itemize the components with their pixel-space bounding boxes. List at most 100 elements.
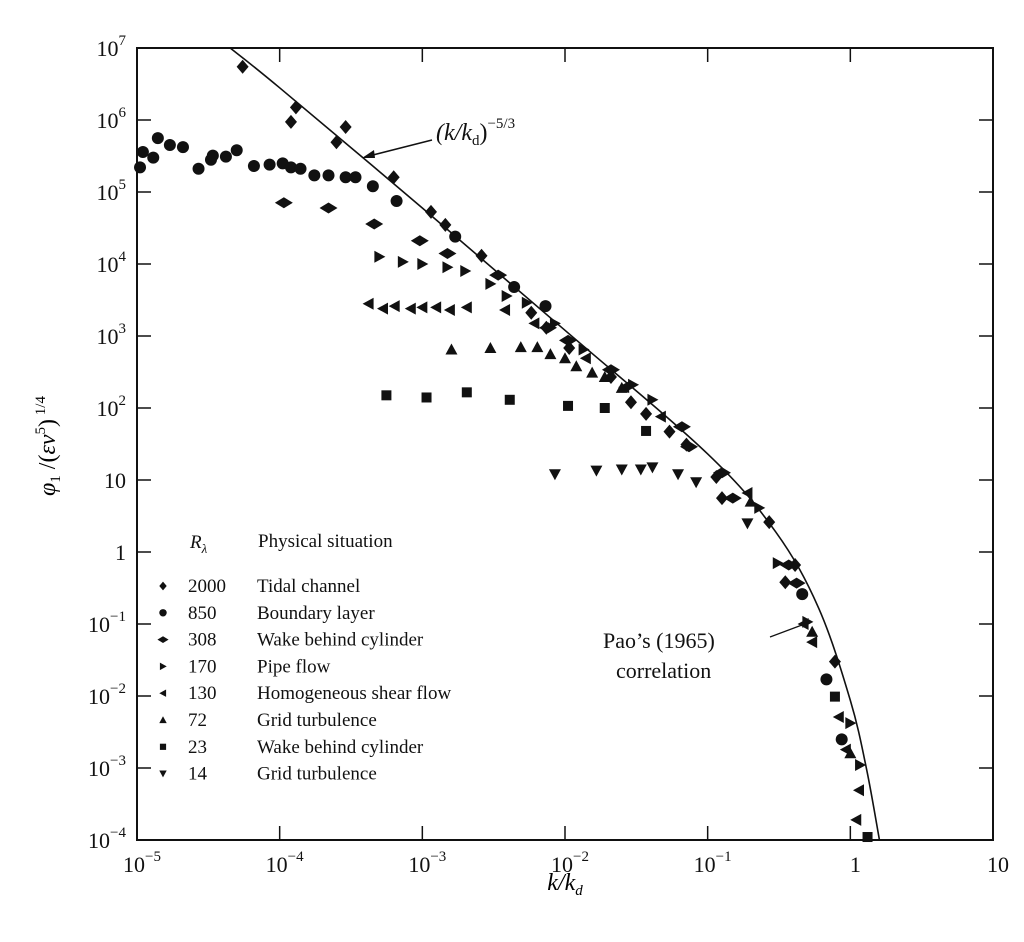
y-tick-label: 104 (97, 249, 127, 277)
data-point-wide-diamond (680, 441, 699, 453)
data-point-triangle-right (501, 289, 513, 302)
data-point-circle (263, 158, 276, 171)
data-point-diamond (624, 395, 637, 410)
data-point-triangle-down (590, 465, 603, 477)
legend-label: Wake behind cylinder (257, 737, 424, 758)
data-point-triangle-left (741, 486, 753, 499)
legend-marker-diamond (159, 581, 167, 591)
pao-annotation: Pao’s (1965) correlation (603, 621, 811, 683)
legend-marker-triangle-left (159, 689, 167, 697)
legend-marker-triangle-up (159, 716, 167, 724)
data-point-triangle-up (484, 342, 497, 354)
data-point-diamond (284, 114, 297, 129)
data-point-diamond (663, 424, 676, 439)
legend-item: 72 Grid turbulence (159, 710, 377, 731)
data-point-square (421, 392, 432, 403)
data-point-diamond (779, 575, 792, 590)
data-point-triangle-up (570, 360, 583, 372)
data-point-triangle-left (852, 784, 864, 797)
data-point-circle (390, 194, 403, 207)
data-point-square (641, 425, 652, 436)
data-point-circle (136, 145, 149, 158)
data-point-circle (366, 180, 379, 193)
x-tick-label: 10−1 (694, 849, 732, 877)
data-point-wide-diamond (410, 235, 429, 247)
data-point-triangle-left (460, 301, 472, 314)
x-tick-label: 10 (987, 852, 1009, 877)
data-point-wide-diamond (779, 559, 798, 571)
power-law-annotation: (k/kd)−5/3 (362, 116, 515, 158)
data-point-diamond (339, 119, 352, 134)
pao-correlation-line (229, 47, 881, 841)
data-point-triangle-right (772, 557, 784, 570)
data-point-diamond (715, 491, 728, 506)
x-tick-label: 1 (850, 852, 861, 877)
pao-correlation-curve (229, 47, 881, 841)
legend-r-value: 850 (188, 603, 217, 624)
data-point-diamond (289, 100, 302, 115)
data-point-triangle-right (647, 393, 659, 406)
data-point-diamond (763, 515, 776, 530)
data-point-triangle-up (744, 495, 757, 507)
legend-item: 130 Homogeneous shear flow (159, 683, 451, 704)
x-tick-label: 10−5 (123, 849, 161, 877)
data-point-triangle-right (855, 759, 867, 772)
pao-label-line2: correlation (616, 658, 711, 683)
data-point-triangle-up (806, 625, 819, 637)
data-point-wide-diamond (319, 202, 338, 214)
data-point-circle (835, 733, 848, 746)
data-point-diamond (236, 59, 249, 74)
y-tick-label: 102 (97, 393, 127, 421)
legend-item: 23 Wake behind cylinder (159, 737, 424, 758)
data-point-triangle-left (579, 352, 591, 365)
data-point-square (504, 394, 515, 405)
y-tick-label: 10−1 (88, 609, 126, 637)
legend-item: 170 Pipe flow (159, 656, 331, 677)
legend-label: Tidal channel (257, 576, 360, 597)
series-72 (445, 341, 857, 759)
legend-label: Wake behind cylinder (257, 630, 424, 651)
legend-r-value: 308 (188, 630, 217, 651)
legend-r-value: 130 (188, 683, 217, 704)
data-point-triangle-right (845, 717, 857, 730)
data-point-triangle-right (578, 343, 590, 356)
legend-r-value: 2000 (188, 576, 226, 597)
y-tick-label: 10−4 (88, 825, 126, 853)
x-tick-label: 10−4 (266, 849, 304, 877)
legend-label: Boundary layer (257, 603, 375, 624)
data-point-circle (796, 588, 809, 601)
data-point-square (461, 387, 472, 398)
data-point-triangle-up (544, 348, 557, 360)
data-point-triangle-up (445, 343, 458, 355)
data-points (134, 59, 873, 843)
data-point-square (862, 832, 873, 843)
data-point-triangle-down (690, 477, 703, 489)
data-point-triangle-up (598, 370, 611, 382)
data-point-circle (206, 149, 219, 162)
data-point-triangle-up (559, 352, 571, 364)
data-point-triangle-left (404, 302, 416, 315)
series-14 (548, 462, 754, 530)
data-point-triangle-left (430, 301, 442, 314)
data-point-triangle-up (531, 341, 544, 353)
legend-r-value: 170 (188, 656, 217, 677)
legend-marker-wide-diamond (157, 636, 169, 644)
data-point-diamond (424, 204, 437, 219)
data-point-circle (284, 161, 297, 174)
data-point-square (563, 400, 574, 411)
data-point-diamond (475, 248, 488, 263)
data-point-circle (308, 169, 321, 182)
series-23 (381, 387, 873, 843)
data-point-triangle-left (499, 303, 511, 316)
data-point-diamond (525, 305, 538, 320)
data-point-wide-diamond (601, 364, 620, 376)
legend-marker-square (159, 743, 167, 750)
series-308 (274, 197, 806, 589)
data-point-circle (247, 159, 260, 172)
axis-ticks: 10−5 10−4 10−3 10−2 10−1 1 1010710610510410310… (88, 33, 1009, 877)
data-point-triangle-up (844, 747, 857, 759)
legend-marker-triangle-right (159, 662, 167, 671)
data-point-triangle-left (362, 297, 374, 310)
data-point-circle (176, 141, 189, 154)
